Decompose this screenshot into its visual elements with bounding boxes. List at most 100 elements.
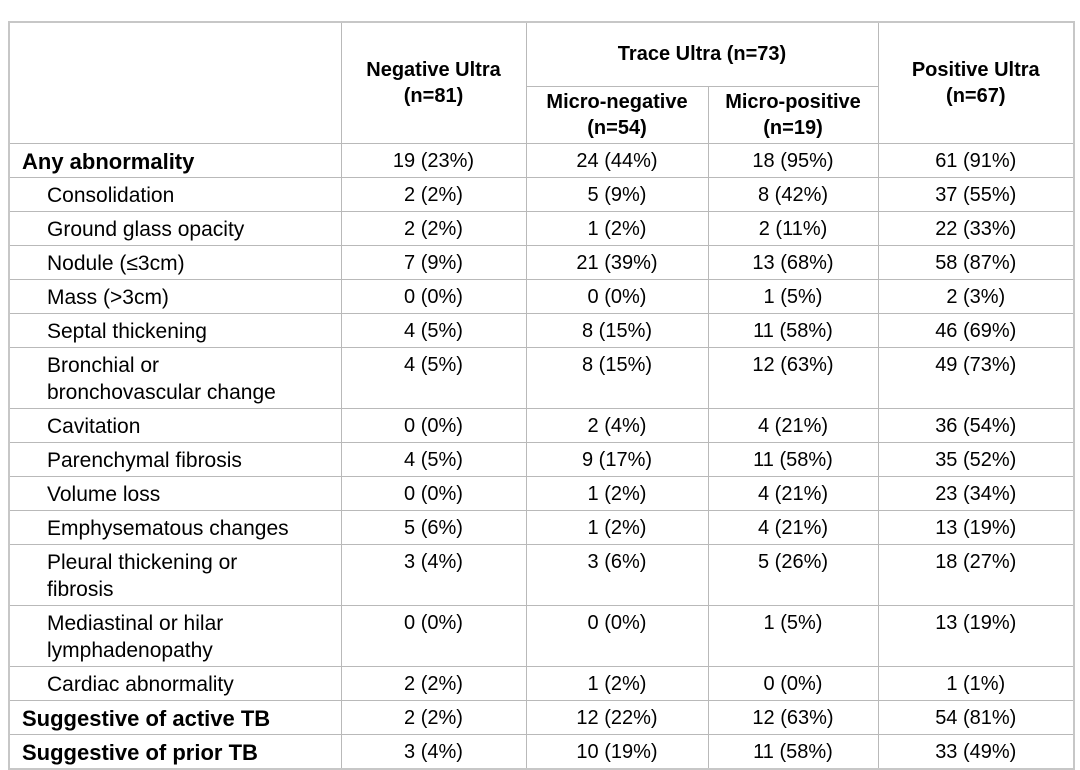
table-row: Septal thickening 4 (5%) 8 (15%) 11 (58%) 46…	[8, 312, 1075, 348]
count-percent-cell: 13 (68%)	[707, 244, 879, 280]
count-percent-cell: 22 (33%)	[877, 210, 1075, 246]
finding-label: Mass (>3cm)	[8, 278, 342, 314]
count-percent-cell: 3 (4%)	[340, 543, 527, 606]
count-percent-cell: 18 (27%)	[877, 543, 1075, 606]
count-percent-cell: 11 (58%)	[707, 441, 879, 477]
column-header-micro-negative: Micro-negative (n=54)	[525, 85, 709, 144]
finding-label-line: Mass (>3cm)	[47, 285, 169, 309]
count-percent-cell: 8 (15%)	[525, 346, 709, 409]
count-percent-cell: 5 (6%)	[340, 509, 527, 545]
count-percent-cell: 12 (63%)	[707, 346, 879, 409]
count-percent-cell: 8 (15%)	[525, 312, 709, 348]
table-row: Ground glass opacity 2 (2%) 1 (2%) 2 (11%) 2…	[8, 210, 1075, 246]
corner-cell	[8, 21, 342, 144]
finding-label: Emphysematous changes	[8, 509, 342, 545]
finding-label-line: Cavitation	[47, 414, 141, 438]
count-percent-cell: 12 (22%)	[525, 699, 709, 735]
table-row: Mass (>3cm) 0 (0%) 0 (0%) 1 (5%) 2 (3%)	[8, 278, 1075, 314]
count-percent-cell: 2 (2%)	[340, 665, 527, 701]
table-row: Suggestive of prior TB 3 (4%) 10 (19%) 11 (…	[8, 733, 1075, 769]
count-percent-cell: 4 (21%)	[707, 509, 879, 545]
table-row: Nodule (≤3cm) 7 (9%) 21 (39%) 13 (68%) 58 (8…	[8, 244, 1075, 280]
count-percent-cell: 1 (2%)	[525, 475, 709, 511]
count-percent-cell: 33 (49%)	[877, 733, 1075, 769]
count-percent-cell: 13 (19%)	[877, 604, 1075, 667]
count-percent-cell: 0 (0%)	[707, 665, 879, 701]
count-percent-cell: 58 (87%)	[877, 244, 1075, 280]
table-row: Consolidation 2 (2%) 5 (9%) 8 (42%) 37 (55%)	[8, 176, 1075, 212]
count-percent-cell: 2 (2%)	[340, 210, 527, 246]
count-percent-cell: 9 (17%)	[525, 441, 709, 477]
column-header-line: Micro-negative	[546, 90, 688, 113]
finding-label-line: Septal thickening	[47, 319, 207, 343]
count-percent-cell: 0 (0%)	[340, 604, 527, 667]
table-row: Any abnormality 19 (23%) 24 (44%) 18 (95%) 6…	[8, 142, 1075, 178]
count-percent-cell: 1 (5%)	[707, 278, 879, 314]
count-percent-cell: 1 (2%)	[525, 665, 709, 701]
column-group-header-trace-ultra: Trace Ultra (n=73)	[525, 21, 879, 87]
count-percent-cell: 4 (21%)	[707, 407, 879, 443]
count-percent-cell: 1 (5%)	[707, 604, 879, 667]
finding-label-line: Any abnormality	[22, 148, 195, 174]
count-percent-cell: 0 (0%)	[340, 475, 527, 511]
count-percent-cell: 2 (2%)	[340, 176, 527, 212]
table-row: Mediastinal or hilar lymphadenopathy 0 (0%…	[8, 604, 1075, 667]
count-percent-cell: 5 (9%)	[525, 176, 709, 212]
count-percent-cell: 4 (5%)	[340, 441, 527, 477]
count-percent-cell: 0 (0%)	[340, 407, 527, 443]
finding-label-line: fibrosis	[47, 577, 114, 601]
count-percent-cell: 36 (54%)	[877, 407, 1075, 443]
count-percent-cell: 13 (19%)	[877, 509, 1075, 545]
count-percent-cell: 4 (5%)	[340, 346, 527, 409]
column-header-micro-positive: Micro-positive (n=19)	[707, 85, 879, 144]
count-percent-cell: 61 (91%)	[877, 142, 1075, 178]
table-row: Parenchymal fibrosis 4 (5%) 9 (17%) 11 (58%…	[8, 441, 1075, 477]
finding-label: Pleural thickening or fibrosis	[8, 543, 342, 606]
count-percent-cell: 23 (34%)	[877, 475, 1075, 511]
table-row: Suggestive of active TB 2 (2%) 12 (22%) 12 …	[8, 699, 1075, 735]
count-percent-cell: 1 (2%)	[525, 210, 709, 246]
column-header-line: (n=54)	[587, 116, 647, 139]
table-body: Any abnormality 19 (23%) 24 (44%) 18 (95%) 6…	[8, 142, 1075, 769]
count-percent-cell: 3 (4%)	[340, 733, 527, 769]
table-row: Pleural thickening or fibrosis 3 (4%) 3 (6%…	[8, 543, 1075, 606]
finding-label-line: lymphadenopathy	[47, 638, 213, 662]
column-header-positive-ultra: Positive Ultra (n=67)	[877, 21, 1075, 144]
table-row: Cardiac abnormality 2 (2%) 1 (2%) 0 (0%) 1 (…	[8, 665, 1075, 701]
table-row: Cavitation 0 (0%) 2 (4%) 4 (21%) 36 (54%)	[8, 407, 1075, 443]
finding-label-line: Cardiac abnormality	[47, 672, 234, 696]
count-percent-cell: 2 (3%)	[877, 278, 1075, 314]
count-percent-cell: 10 (19%)	[525, 733, 709, 769]
count-percent-cell: 35 (52%)	[877, 441, 1075, 477]
finding-label-line: Suggestive of prior TB	[22, 739, 258, 765]
finding-label: Suggestive of active TB	[8, 699, 342, 735]
count-percent-cell: 2 (2%)	[340, 699, 527, 735]
finding-label: Consolidation	[8, 176, 342, 212]
finding-label: Bronchial or bronchovascular change	[8, 346, 342, 409]
count-percent-cell: 0 (0%)	[525, 278, 709, 314]
count-percent-cell: 11 (58%)	[707, 733, 879, 769]
finding-label-line: Mediastinal or hilar	[47, 611, 224, 635]
count-percent-cell: 19 (23%)	[340, 142, 527, 178]
finding-label: Nodule (≤3cm)	[8, 244, 342, 280]
column-header-negative-ultra: Negative Ultra (n=81)	[340, 21, 527, 144]
count-percent-cell: 11 (58%)	[707, 312, 879, 348]
finding-label-line: Consolidation	[47, 183, 175, 207]
count-percent-cell: 8 (42%)	[707, 176, 879, 212]
finding-label: Ground glass opacity	[8, 210, 342, 246]
count-percent-cell: 0 (0%)	[525, 604, 709, 667]
table-header: Negative Ultra (n=81) Trace Ultra (n=73)…	[8, 21, 1075, 144]
finding-label-line: Suggestive of active TB	[22, 705, 271, 731]
finding-label: Suggestive of prior TB	[8, 733, 342, 769]
finding-label-line: bronchovascular change	[47, 380, 276, 404]
column-header-line: Micro-positive	[725, 90, 861, 113]
finding-label: Septal thickening	[8, 312, 342, 348]
finding-label: Mediastinal or hilar lymphadenopathy	[8, 604, 342, 667]
table-row: Emphysematous changes 5 (6%) 1 (2%) 4 (21%)…	[8, 509, 1075, 545]
finding-label: Volume loss	[8, 475, 342, 511]
count-percent-cell: 0 (0%)	[340, 278, 527, 314]
count-percent-cell: 24 (44%)	[525, 142, 709, 178]
column-header-line: (n=67)	[946, 84, 1006, 107]
count-percent-cell: 5 (26%)	[707, 543, 879, 606]
